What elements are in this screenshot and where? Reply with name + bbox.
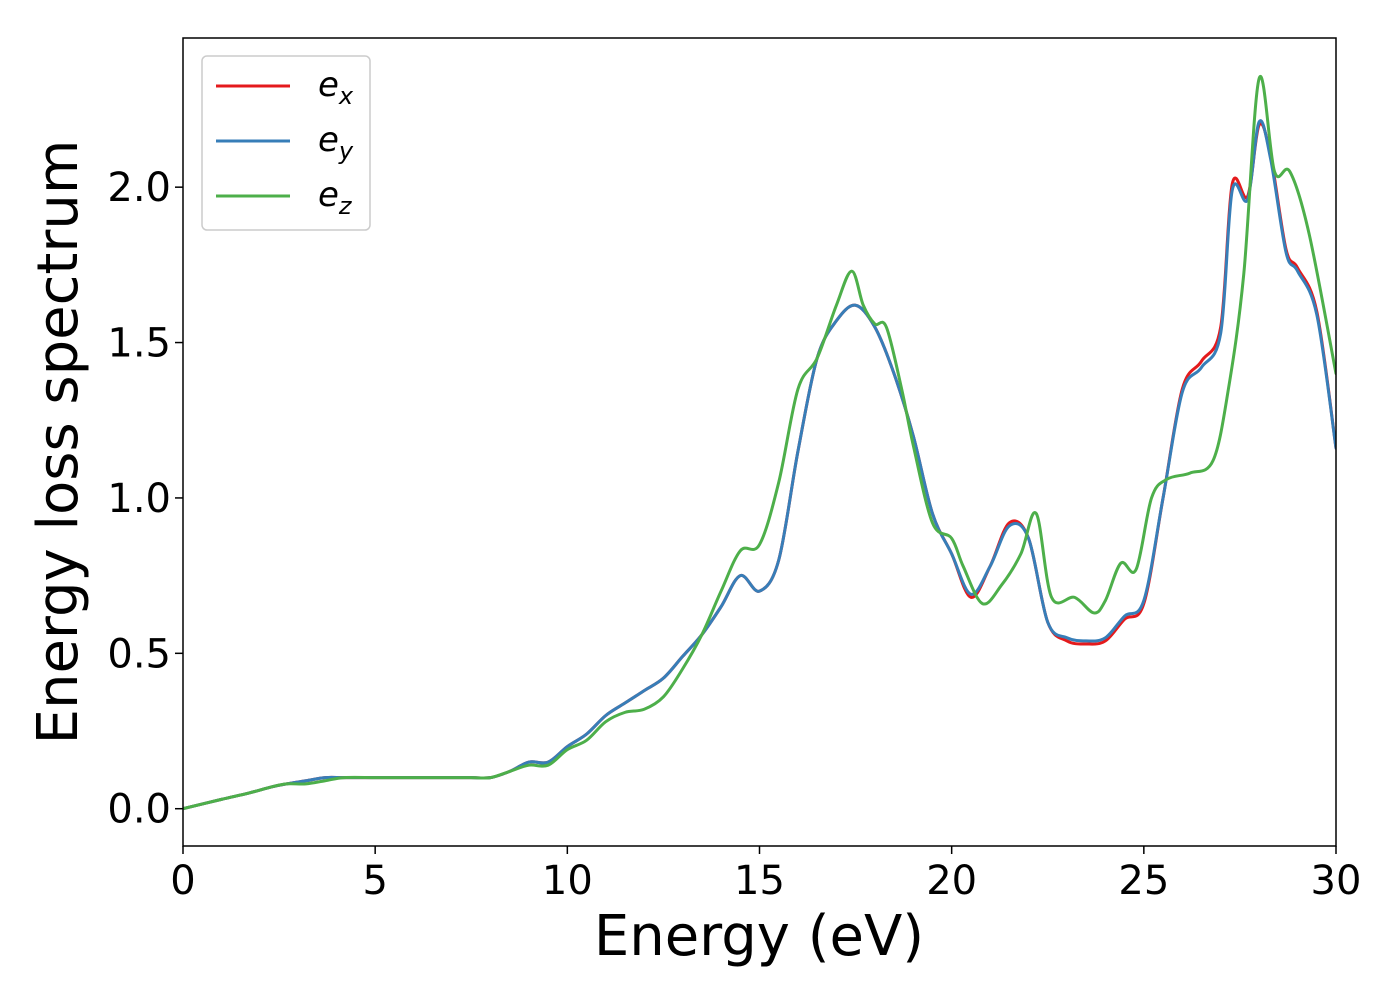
legend-label-y: ey bbox=[318, 120, 354, 165]
x-axis-ticks: 0 5 10 15 20 25 30 bbox=[170, 846, 1361, 904]
x-tick-label: 15 bbox=[734, 858, 785, 904]
x-tick-label: 30 bbox=[1311, 858, 1362, 904]
series-layer bbox=[183, 74, 1336, 811]
y-tick-label: 0.0 bbox=[107, 787, 171, 833]
x-tick-label: 25 bbox=[1118, 858, 1169, 904]
legend-label-subscript: z bbox=[338, 192, 353, 220]
legend-label-base: e bbox=[318, 65, 339, 105]
legend-label-x: ex bbox=[318, 65, 354, 110]
y-tick-label: 0.5 bbox=[107, 631, 171, 677]
y-axis-ticks: 0.0 0.5 1.0 1.5 2.0 bbox=[107, 165, 183, 833]
y-tick-label: 1.5 bbox=[107, 321, 171, 367]
series-line-e-z bbox=[183, 74, 1336, 811]
legend-label-subscript: y bbox=[338, 137, 354, 165]
legend-label-base: e bbox=[318, 175, 339, 215]
legend-label-subscript: x bbox=[338, 82, 354, 110]
y-tick-label: 2.0 bbox=[107, 165, 171, 211]
x-tick-label: 5 bbox=[362, 858, 387, 904]
x-tick-label: 0 bbox=[170, 858, 195, 904]
y-tick-label: 1.0 bbox=[107, 476, 171, 522]
legend-label-z: ez bbox=[318, 175, 353, 220]
x-tick-label: 10 bbox=[542, 858, 593, 904]
legend-label-base: e bbox=[318, 120, 339, 160]
x-axis-label: Energy (eV) bbox=[594, 904, 924, 969]
x-tick-label: 20 bbox=[926, 858, 977, 904]
legend-box bbox=[201, 55, 371, 231]
y-axis-label: Energy loss spectrum bbox=[26, 140, 91, 745]
